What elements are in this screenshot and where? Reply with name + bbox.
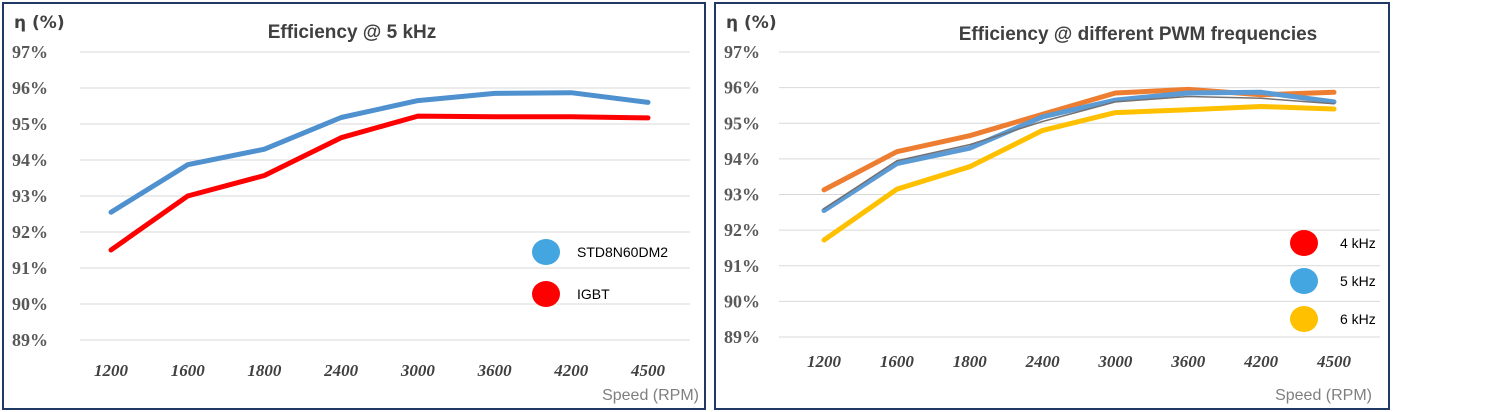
y-tick-label: 95% xyxy=(724,113,760,133)
x-tick-label: 1600 xyxy=(171,361,206,380)
y-axis-label: η (%) xyxy=(726,13,777,33)
legend-label: IGBT xyxy=(577,286,610,302)
x-tick-label: 4200 xyxy=(553,361,589,380)
efficiency-5khz-chart: 97% 96% 95% 94% 93% 92% 91% 90% 89% 1200 1600 1800 2… xyxy=(12,13,699,404)
y-tick-label: 96% xyxy=(12,78,48,98)
y-tick-label: 91% xyxy=(12,258,48,278)
y-tick-label: 92% xyxy=(12,222,48,242)
x-tick-label: 4500 xyxy=(630,361,666,380)
x-axis-label: Speed (RPM) xyxy=(602,387,699,404)
y-tick-label: 90% xyxy=(12,294,48,314)
series-line-igbt xyxy=(108,113,651,253)
legend-label: 6 kHz xyxy=(1340,311,1376,327)
y-tick-label: 94% xyxy=(12,150,48,170)
x-tick-label: 3000 xyxy=(1097,352,1133,371)
legend-marker xyxy=(532,281,560,307)
legend-marker xyxy=(1290,268,1318,294)
x-tick-label: 1600 xyxy=(880,352,915,371)
legend-marker xyxy=(1290,230,1318,256)
y-tick-label: 91% xyxy=(724,256,760,276)
x-tick-label: 3600 xyxy=(477,361,513,380)
y-tick-label: 93% xyxy=(724,185,760,205)
x-tick-label: 1800 xyxy=(247,361,282,380)
x-tick-label: 4200 xyxy=(1243,352,1279,371)
x-tick-label: 4500 xyxy=(1316,352,1352,371)
series-line-5-khz xyxy=(821,89,1337,213)
chart-title: Efficiency @ different PWM frequencies xyxy=(959,24,1318,45)
chart-title: Efficiency @ 5 kHz xyxy=(268,22,436,43)
y-tick-label: 89% xyxy=(724,327,760,347)
x-tick-label: 2400 xyxy=(323,361,359,380)
y-tick-label: 90% xyxy=(724,291,760,311)
chart-panel-left: 97% 96% 95% 94% 93% 92% 91% 90% 89% 1200 1600 1800 2… xyxy=(2,2,706,410)
x-axis-label: Speed (RPM) xyxy=(1275,387,1372,404)
y-tick-label: 89% xyxy=(12,330,48,350)
y-axis-label: η (%) xyxy=(14,13,65,33)
legend-marker xyxy=(1290,306,1318,332)
y-tick-label: 94% xyxy=(724,149,760,169)
y-tick-label: 95% xyxy=(12,114,48,134)
legend-label: 5 kHz xyxy=(1340,273,1376,289)
x-tick-label: 3000 xyxy=(400,361,436,380)
x-tick-label: 2400 xyxy=(1025,352,1061,371)
chart-panel-right: 97% 96% 95% 94% 93% 92% 91% 90% 89% 1200 1600 1800 2… xyxy=(714,2,1390,410)
series-line-reference xyxy=(823,95,1335,210)
x-tick-label: 1800 xyxy=(953,352,988,371)
y-tick-label: 97% xyxy=(12,42,48,62)
y-tick-label: 92% xyxy=(724,220,760,240)
series-line-6-khz xyxy=(821,104,1337,243)
x-tick-label: 1200 xyxy=(807,352,842,371)
legend-label: 4 kHz xyxy=(1340,235,1376,251)
y-tick-label: 96% xyxy=(724,78,760,98)
efficiency-pwm-chart: 97% 96% 95% 94% 93% 92% 91% 90% 89% 1200 1600 1800 2… xyxy=(724,13,1380,404)
y-tick-label: 93% xyxy=(12,186,48,206)
legend-label: STD8N60DM2 xyxy=(577,244,668,260)
y-tick-label: 97% xyxy=(724,42,760,62)
series-line-std8n60dm2 xyxy=(108,90,651,215)
legend-marker xyxy=(532,239,560,265)
x-tick-label: 1200 xyxy=(94,361,129,380)
x-tick-label: 3600 xyxy=(1170,352,1206,371)
